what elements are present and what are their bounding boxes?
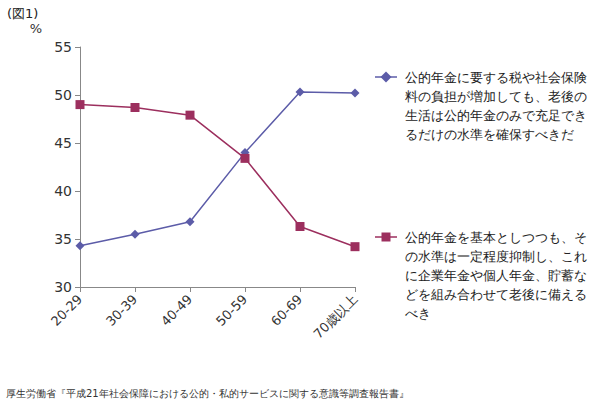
svg-text:55: 55 [54, 39, 72, 55]
svg-text:40: 40 [54, 183, 72, 199]
svg-text:に企業年金や個人年金、貯蓄な: に企業年金や個人年金、貯蓄な [405, 268, 587, 283]
svg-text:45: 45 [54, 135, 72, 151]
svg-text:るだけの水準を確保すべきだ: るだけの水準を確保すべきだ [405, 127, 574, 142]
svg-text:30: 30 [54, 279, 72, 295]
svg-text:公的年金に要する税や社会保険: 公的年金に要する税や社会保険 [405, 70, 587, 85]
svg-text:生活は公的年金のみで充足でき: 生活は公的年金のみで充足でき [405, 108, 587, 123]
svg-text:50: 50 [54, 87, 72, 103]
svg-text:料の負担が増加しても、老後の: 料の負担が増加しても、老後の [405, 89, 587, 104]
svg-text:35: 35 [54, 231, 72, 247]
svg-text:40-49: 40-49 [158, 292, 195, 329]
svg-text:70歳以上: 70歳以上 [310, 292, 360, 342]
svg-text:(図1): (図1) [7, 6, 38, 21]
svg-text:公的年金を基本としつつも、そ: 公的年金を基本としつつも、そ [405, 230, 587, 245]
svg-text:どを組み合わせて老後に備える: どを組み合わせて老後に備える [405, 287, 587, 302]
svg-text:60-69: 60-69 [268, 292, 305, 329]
svg-text:べき: べき [405, 306, 431, 321]
svg-text:30-39: 30-39 [103, 292, 140, 329]
svg-text:%: % [30, 21, 42, 36]
svg-text:50-59: 50-59 [213, 292, 250, 329]
svg-text:厚生労働省『平成21年社会保障における公的・私的サービスに関: 厚生労働省『平成21年社会保障における公的・私的サービスに関する意識等調査報告書… [6, 388, 409, 399]
svg-text:20-29: 20-29 [48, 292, 85, 329]
svg-text:の水準は一定程度抑制し、これ: の水準は一定程度抑制し、これ [405, 249, 587, 264]
